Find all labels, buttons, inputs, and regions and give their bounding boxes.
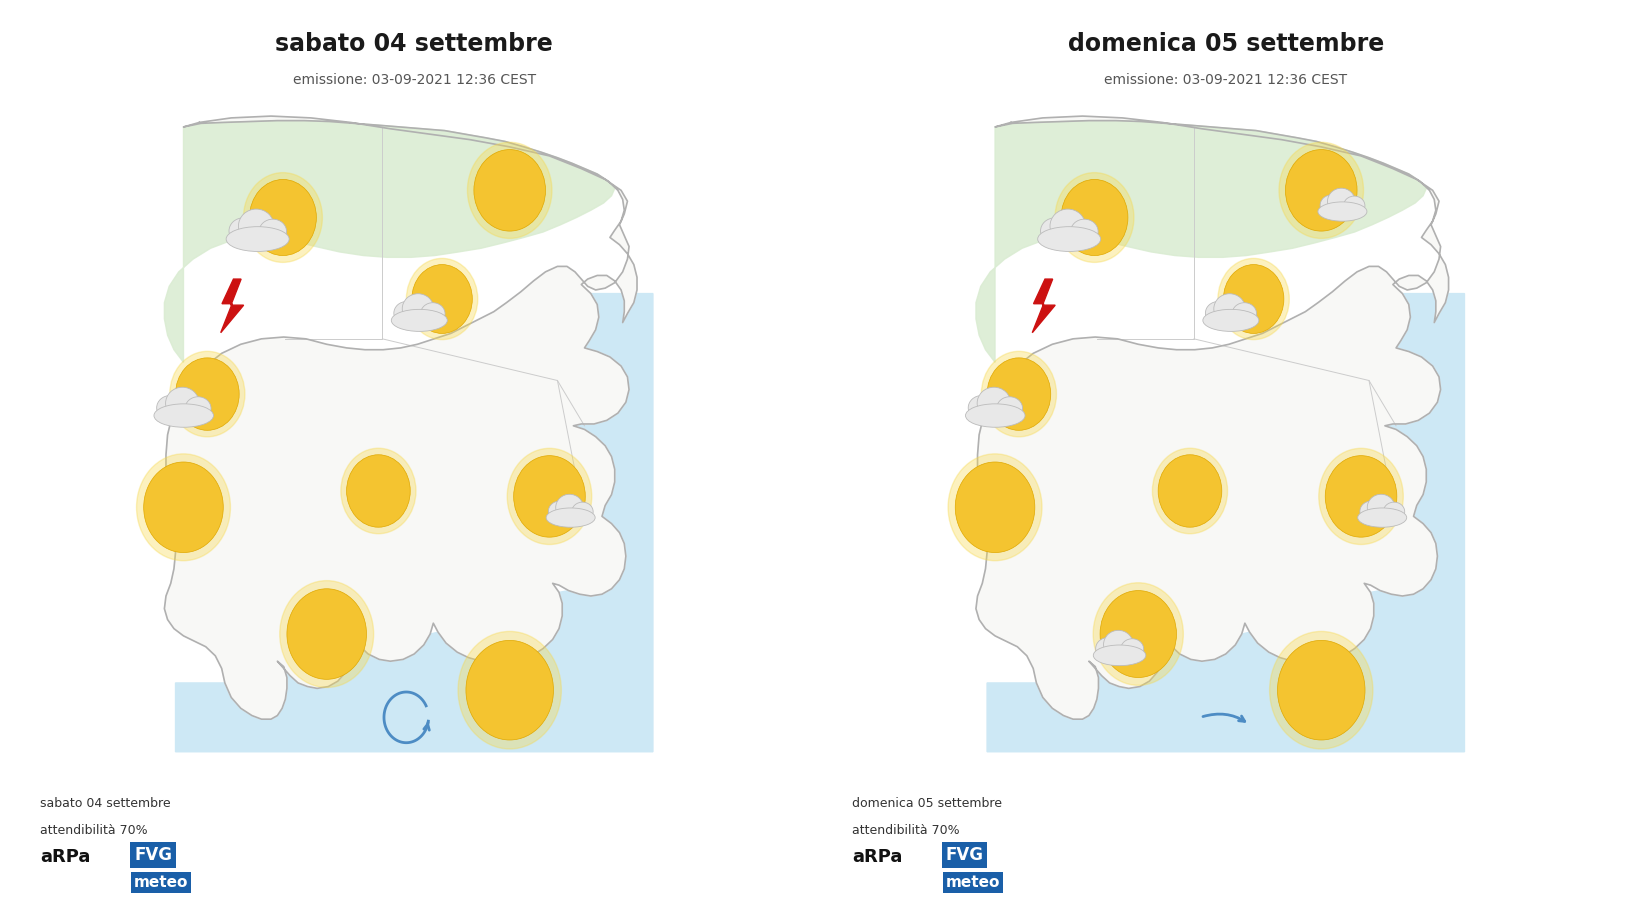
Ellipse shape: [1037, 226, 1100, 251]
Ellipse shape: [1342, 196, 1364, 215]
Ellipse shape: [1070, 219, 1098, 244]
Circle shape: [506, 448, 592, 544]
Ellipse shape: [402, 294, 434, 323]
Circle shape: [954, 462, 1034, 553]
Ellipse shape: [1095, 638, 1119, 660]
Circle shape: [474, 150, 546, 231]
Ellipse shape: [238, 209, 274, 243]
Circle shape: [1324, 456, 1396, 537]
Circle shape: [1218, 259, 1288, 340]
Text: sabato 04 settembre: sabato 04 settembre: [275, 32, 552, 55]
Circle shape: [465, 640, 552, 740]
Text: domenica 05 settembre: domenica 05 settembre: [1067, 32, 1383, 55]
Text: FVG: FVG: [946, 846, 983, 864]
Ellipse shape: [547, 501, 570, 521]
Circle shape: [1152, 448, 1226, 534]
Circle shape: [1093, 583, 1183, 686]
Circle shape: [1157, 455, 1221, 528]
Circle shape: [980, 351, 1056, 437]
Ellipse shape: [259, 219, 287, 244]
Ellipse shape: [997, 396, 1023, 420]
Text: meteo: meteo: [134, 875, 188, 890]
Text: emissione: 03-09-2021 12:36 CEST: emissione: 03-09-2021 12:36 CEST: [292, 73, 536, 87]
Circle shape: [411, 264, 472, 334]
Text: aRPa: aRPa: [851, 847, 901, 866]
Circle shape: [1285, 150, 1355, 231]
Ellipse shape: [393, 301, 420, 324]
Ellipse shape: [157, 395, 184, 420]
Ellipse shape: [226, 226, 288, 251]
Text: attendibilità 70%: attendibilità 70%: [851, 824, 959, 837]
Circle shape: [280, 580, 374, 687]
Text: FVG: FVG: [134, 846, 172, 864]
Circle shape: [1223, 264, 1283, 334]
Ellipse shape: [546, 508, 595, 528]
Ellipse shape: [1039, 218, 1069, 244]
Ellipse shape: [392, 310, 447, 332]
Text: emissione: 03-09-2021 12:36 CEST: emissione: 03-09-2021 12:36 CEST: [1103, 73, 1347, 87]
Polygon shape: [175, 294, 652, 752]
Circle shape: [144, 462, 223, 553]
Circle shape: [947, 454, 1041, 561]
Text: meteo: meteo: [946, 875, 1000, 890]
Polygon shape: [164, 116, 636, 719]
Ellipse shape: [166, 387, 198, 419]
Circle shape: [341, 448, 416, 534]
Ellipse shape: [1201, 310, 1259, 332]
Circle shape: [1060, 179, 1128, 256]
Polygon shape: [975, 121, 1426, 362]
Ellipse shape: [1119, 638, 1142, 660]
Ellipse shape: [977, 387, 1010, 419]
Ellipse shape: [1049, 209, 1085, 243]
Polygon shape: [221, 279, 244, 333]
Ellipse shape: [572, 502, 593, 521]
Ellipse shape: [1231, 303, 1255, 324]
Circle shape: [457, 631, 561, 749]
Circle shape: [1054, 173, 1133, 262]
Text: attendibilità 70%: attendibilità 70%: [41, 824, 148, 837]
Ellipse shape: [556, 494, 583, 520]
Circle shape: [1269, 631, 1372, 749]
Ellipse shape: [1359, 501, 1382, 521]
Text: domenica 05 settembre: domenica 05 settembre: [851, 797, 1001, 810]
Ellipse shape: [1382, 502, 1405, 521]
Polygon shape: [975, 116, 1447, 719]
Ellipse shape: [1318, 202, 1365, 221]
Ellipse shape: [1357, 508, 1406, 528]
Circle shape: [170, 351, 244, 437]
Text: sabato 04 settembre: sabato 04 settembre: [41, 797, 170, 810]
Circle shape: [1318, 448, 1403, 544]
Circle shape: [467, 142, 552, 238]
Ellipse shape: [1326, 188, 1354, 214]
Circle shape: [249, 179, 316, 256]
Polygon shape: [1031, 279, 1054, 333]
Circle shape: [1100, 590, 1175, 677]
Ellipse shape: [154, 404, 213, 427]
Ellipse shape: [965, 404, 1024, 427]
Circle shape: [243, 173, 323, 262]
Ellipse shape: [420, 303, 444, 324]
Circle shape: [1278, 142, 1362, 238]
Polygon shape: [164, 121, 615, 362]
Circle shape: [1277, 640, 1364, 740]
Polygon shape: [987, 294, 1464, 752]
Ellipse shape: [1205, 301, 1231, 324]
Circle shape: [346, 455, 410, 528]
Ellipse shape: [229, 218, 257, 244]
Circle shape: [987, 358, 1051, 431]
Circle shape: [175, 358, 239, 431]
Ellipse shape: [967, 395, 995, 420]
Circle shape: [136, 454, 231, 561]
Circle shape: [287, 589, 365, 679]
Ellipse shape: [1319, 195, 1342, 215]
Ellipse shape: [1103, 630, 1133, 659]
Ellipse shape: [1213, 294, 1244, 323]
Ellipse shape: [1367, 494, 1395, 520]
Ellipse shape: [185, 396, 211, 420]
Text: aRPa: aRPa: [41, 847, 90, 866]
Ellipse shape: [1093, 645, 1146, 665]
Circle shape: [406, 259, 477, 340]
Circle shape: [513, 456, 585, 537]
